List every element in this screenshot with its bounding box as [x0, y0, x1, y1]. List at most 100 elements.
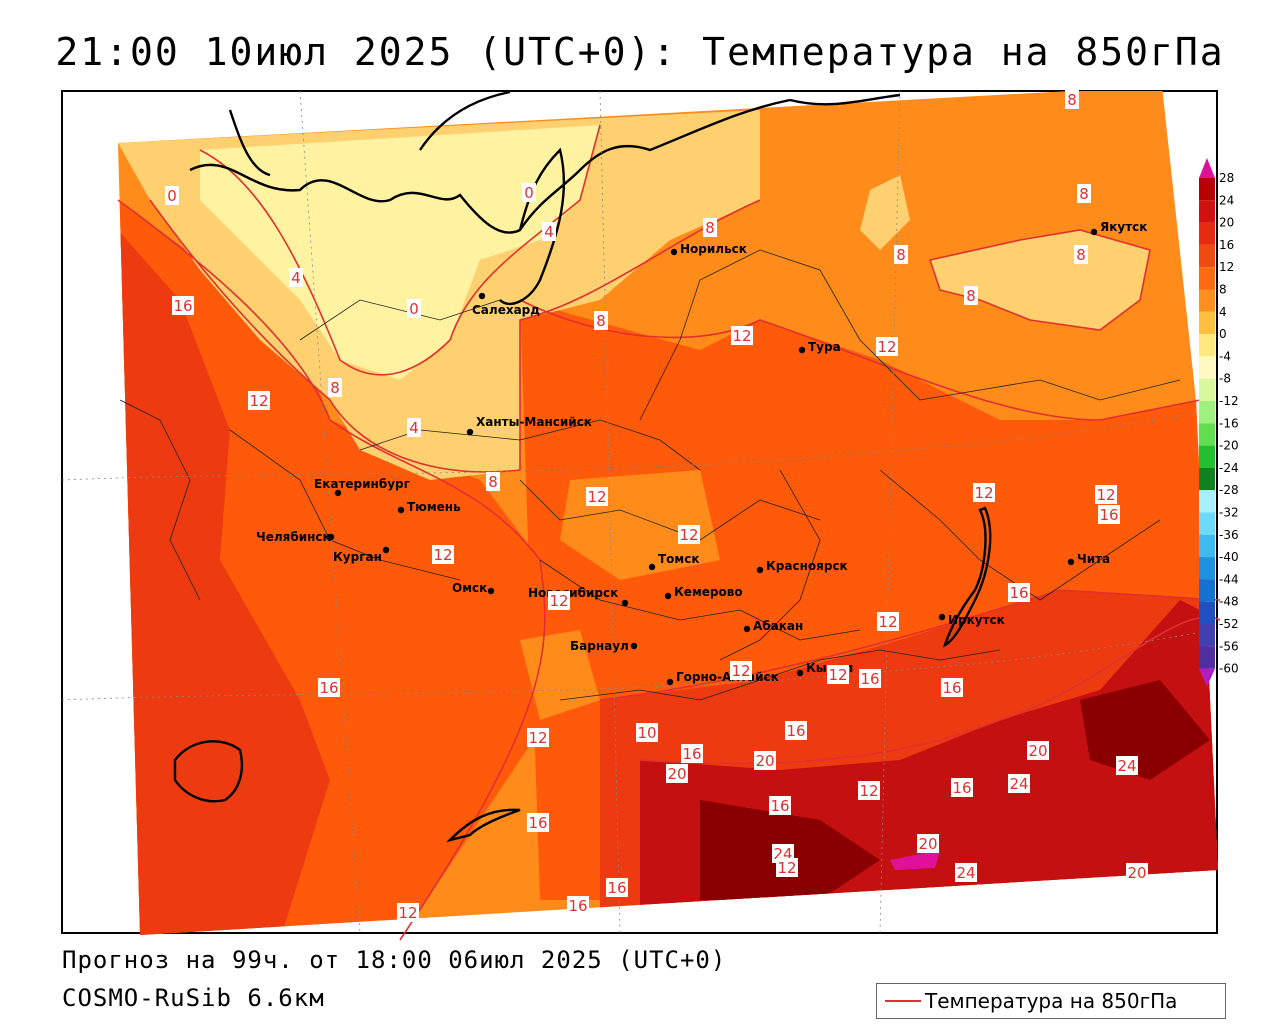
- isotherm-label: 8: [964, 286, 978, 305]
- isotherm-label: 12: [876, 337, 898, 356]
- isotherm-label: 16: [859, 669, 881, 688]
- colorbar-tick-label: 12: [1219, 260, 1234, 274]
- isotherm-label: 20: [666, 764, 688, 783]
- svg-text:Омск: Омск: [452, 581, 487, 595]
- svg-text:Екатеринбург: Екатеринбург: [314, 477, 410, 491]
- svg-text:Салехард: Салехард: [472, 303, 540, 317]
- map-title: 21:00 10июл 2025 (UTC+0): Температура на…: [55, 30, 1225, 74]
- colorbar-tick-label: -20: [1219, 439, 1239, 453]
- isotherm-label: 16: [941, 678, 963, 697]
- colorbar-tick-label: 8: [1219, 283, 1227, 297]
- isotherm-label: 8: [486, 472, 500, 491]
- isotherm-label: 12: [432, 545, 454, 564]
- colorbar-swatch: [1199, 646, 1215, 669]
- svg-text:16: 16: [528, 814, 547, 832]
- isotherm-label: 12: [973, 483, 995, 502]
- city-khanty-mansiysk: Ханты-Мансийск: [466, 415, 592, 436]
- colorbar-tick-label: -12: [1219, 394, 1239, 408]
- graticule: [61, 90, 1218, 934]
- svg-text:16: 16: [1009, 584, 1028, 602]
- isotherm-16: [599, 589, 1221, 701]
- colorbar-tick-label: -8: [1219, 372, 1231, 386]
- colorbar-swatch: [1199, 178, 1215, 201]
- isotherm-4: [149, 199, 761, 473]
- colorbar-tick-label: -40: [1219, 550, 1239, 564]
- isotherm-label: 16: [1008, 583, 1030, 602]
- isotherm-label: 16: [318, 678, 340, 697]
- colorbar-swatch: [1199, 311, 1215, 335]
- isotherm-labels: 8 0 0 4 8 4 0 8 16 8 8 8 12 12 8 8 12 4 8 12 12 16 12 12 12 16 12 1…: [165, 90, 1148, 922]
- isotherm-label: 10: [636, 723, 658, 742]
- isotherm-label: 12: [548, 591, 570, 610]
- isotherm-label: 4: [542, 222, 556, 241]
- isotherm-label: 4: [289, 268, 303, 287]
- isotherm-label: 12: [586, 487, 608, 506]
- colorbar-tick-label: 4: [1219, 305, 1227, 319]
- city-salekhard: Салехард: [472, 292, 540, 317]
- forecast-line: Прогноз на 99ч. от 18:00 06июл 2025 (UTC…: [62, 946, 727, 974]
- svg-text:4: 4: [409, 419, 419, 437]
- isotherm-label: 16: [681, 744, 703, 763]
- city-barnaul: Барнаул: [570, 639, 638, 653]
- city-chita: Чита: [1067, 552, 1110, 566]
- colorbar-bottom-arrow: [1199, 668, 1215, 687]
- isotherm-label: 8: [328, 378, 342, 397]
- colorbar-tick-label: 28: [1219, 171, 1234, 185]
- isotherm-label: 16: [527, 813, 549, 832]
- svg-text:24: 24: [1117, 757, 1136, 775]
- svg-text:16: 16: [860, 670, 879, 688]
- city-gorno-altaysk: Горно-Алтайск: [666, 670, 779, 686]
- svg-text:12: 12: [549, 592, 568, 610]
- svg-text:Челябинск: Челябинск: [256, 530, 331, 544]
- city-kurgan: Курган: [333, 546, 390, 564]
- isotherm-label: 12: [858, 781, 880, 800]
- isotherm-label: 20: [754, 751, 776, 770]
- colorbar-swatch: [1199, 244, 1215, 268]
- colorbar-swatch: [1199, 200, 1215, 223]
- colorbar-swatch: [1199, 445, 1215, 468]
- city-tyumen: Тюмень: [397, 500, 461, 514]
- colorbar-swatch: [1199, 222, 1215, 245]
- svg-text:8: 8: [966, 287, 976, 305]
- city-abakan: Абакан: [743, 619, 803, 633]
- svg-text:Ханты-Мансийск: Ханты-Мансийск: [476, 415, 592, 429]
- svg-text:12: 12: [732, 327, 751, 345]
- svg-text:0: 0: [409, 300, 419, 318]
- isotherm-label: 0: [407, 299, 421, 318]
- svg-text:20: 20: [667, 765, 686, 783]
- svg-text:16: 16: [786, 722, 805, 740]
- svg-text:Тура: Тура: [808, 340, 841, 354]
- isotherm-label: 20: [1126, 863, 1148, 882]
- svg-text:12: 12: [877, 338, 896, 356]
- field-band-28-b: [890, 850, 940, 870]
- svg-text:4: 4: [291, 269, 301, 287]
- colorbar-tick-label: -28: [1219, 483, 1239, 497]
- colorbar-tick-label: -52: [1219, 617, 1239, 631]
- legend-box: Температура на 850гПа: [876, 983, 1226, 1019]
- colorbar-tick-label: 16: [1219, 238, 1234, 252]
- colorbar-tick-label: -16: [1219, 416, 1239, 430]
- svg-text:8: 8: [1076, 246, 1086, 264]
- colorbar: 28 24 20 16 12 8 4 0 -4 -8 -12 -16 -20 -24 -28 -32 -36 -4…: [1199, 158, 1239, 687]
- colorbar-swatch: [1199, 289, 1215, 312]
- svg-text:12: 12: [433, 546, 452, 564]
- colorbar-swatch: [1199, 267, 1215, 290]
- city-chelyabinsk: Челябинск: [256, 530, 335, 544]
- isotherm-label: 0: [522, 183, 536, 202]
- svg-text:16: 16: [682, 745, 701, 763]
- kola-coast: [228, 109, 271, 177]
- field-band-4-8-ne: [930, 230, 1150, 330]
- isotherm-label: 8: [1074, 245, 1088, 264]
- colorbar-swatch: [1199, 579, 1215, 602]
- isotherm-label: 12: [731, 326, 753, 345]
- colorbar-tick-label: -44: [1219, 572, 1239, 586]
- isotherm-label: 16: [1098, 505, 1120, 524]
- svg-text:8: 8: [705, 219, 715, 237]
- svg-text:8: 8: [596, 312, 606, 330]
- colorbar-tick-label: -24: [1219, 461, 1239, 475]
- colorbar-swatch: [1199, 512, 1215, 535]
- isotherm-label: 16: [172, 296, 194, 315]
- yamal-peninsula: [499, 147, 566, 306]
- isotherm-label: 24: [1008, 774, 1030, 793]
